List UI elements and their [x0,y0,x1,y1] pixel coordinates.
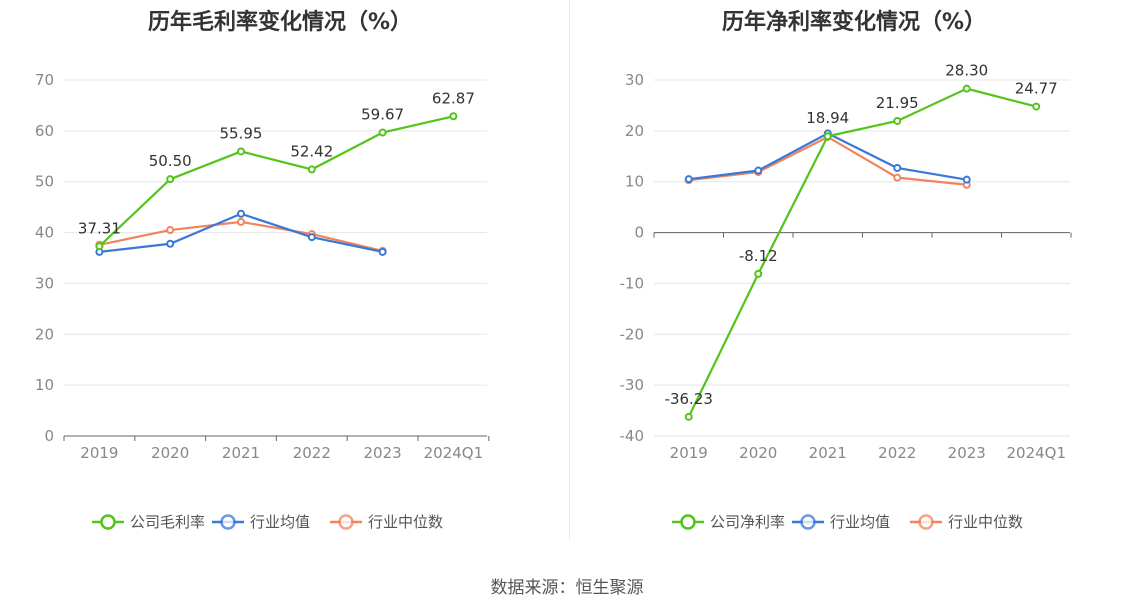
y-tick-label: -20 [620,325,645,343]
data-point[interactable] [307,165,316,174]
data-point[interactable] [378,128,387,137]
y-tick-label: 0 [44,427,54,445]
legend-label[interactable]: 行业均值 [830,513,890,531]
x-tick-label: 2019 [670,444,708,462]
legend-label[interactable]: 公司净利率 [710,513,785,531]
x-tick-label: 2024Q1 [1006,444,1066,462]
data-point[interactable] [237,209,245,218]
y-tick-label: 10 [35,376,54,394]
x-tick-label: 2022 [878,444,916,462]
data-point[interactable] [237,217,245,226]
data-point[interactable] [962,84,971,93]
y-tick-label: 50 [35,173,54,191]
data-point[interactable] [95,242,104,251]
data-point[interactable] [237,147,245,156]
data-point[interactable] [166,175,175,184]
data-point[interactable] [754,166,763,175]
y-tick-label: 10 [625,173,644,191]
data-source: 数据来源：恒生聚源 [490,578,644,598]
x-tick-label: 2021 [809,444,847,462]
panel-divider [569,0,570,540]
net-margin-plot: -40 -30 -20 -10 0 10 20 30 2019 2020 2021 2022 2023 2… [620,62,1072,531]
data-label: 21.95 [876,94,919,112]
legend-label[interactable]: 行业均值 [250,513,310,531]
y-tick-label: 0 [634,224,644,242]
data-point[interactable] [893,163,902,172]
data-label: 52.42 [290,142,333,160]
data-label: 62.87 [432,89,475,107]
data-point[interactable] [307,233,316,242]
y-tick-label: -40 [620,427,645,445]
data-point[interactable] [166,239,175,248]
legend-marker[interactable] [100,514,116,530]
x-tick-label: 2019 [80,444,118,462]
y-tick-label: 20 [35,325,54,343]
data-point[interactable] [893,116,902,125]
data-point[interactable] [684,412,693,421]
data-point[interactable] [823,132,832,141]
data-label: 50.50 [149,152,192,170]
data-point[interactable] [893,173,902,182]
legend-marker[interactable] [220,514,236,530]
legend-marker[interactable] [918,514,934,530]
data-point[interactable] [754,269,763,278]
series-line [98,115,454,248]
y-tick-label: -30 [620,376,645,394]
legend-marker[interactable] [800,514,816,530]
y-tick-label: 30 [625,71,644,89]
x-tick-label: 2024Q1 [424,444,484,462]
x-tick-label: 2020 [739,444,777,462]
series-line [687,87,1037,418]
legend-label[interactable]: 行业中位数 [368,513,443,531]
y-tick-label: 60 [35,122,54,140]
series-line [688,135,967,186]
x-tick-label: 2023 [948,444,986,462]
data-label: 55.95 [220,124,263,142]
x-tick-label: 2023 [364,444,402,462]
data-point[interactable] [684,175,693,184]
data-point[interactable] [378,247,387,256]
y-tick-label: 40 [35,224,54,242]
data-label: 28.30 [945,62,988,80]
data-label: 18.94 [806,109,849,127]
x-tick-label: 2021 [222,444,260,462]
chart-title: 历年净利率变化情况（%） [721,10,987,35]
y-tick-label: 20 [625,122,644,140]
data-point[interactable] [449,112,458,121]
legend-marker[interactable] [680,514,696,530]
y-tick-label: 70 [35,71,54,89]
gross-margin-chart: 历年毛利率变化情况（%） 0 10 20 30 40 50 60 70 2019 2020 2021… [0,0,560,560]
data-point[interactable] [166,226,175,235]
legend-marker[interactable] [338,514,354,530]
data-label: 59.67 [361,106,404,124]
x-tick-label: 2020 [151,444,189,462]
gross-margin-plot: 0 10 20 30 40 50 60 70 2019 2020 2021 2022 2023 2024Q… [35,71,490,531]
net-margin-chart: 历年净利率变化情况（%） -40 -30 -20 -10 0 10 20 30 2019 2020… [574,0,1134,560]
data-point[interactable] [1032,102,1041,111]
legend-label[interactable]: 行业中位数 [948,513,1023,531]
data-label: 37.31 [78,219,121,237]
data-label: -8.12 [739,247,778,265]
y-tick-label: 30 [35,274,54,292]
y-tick-label: -10 [620,274,645,292]
x-tick-label: 2022 [293,444,331,462]
data-label: -36.23 [665,390,713,408]
chart-title: 历年毛利率变化情况（%） [147,10,413,35]
data-point[interactable] [962,175,971,184]
legend-label[interactable]: 公司毛利率 [130,513,205,531]
data-label: 24.77 [1015,80,1058,98]
